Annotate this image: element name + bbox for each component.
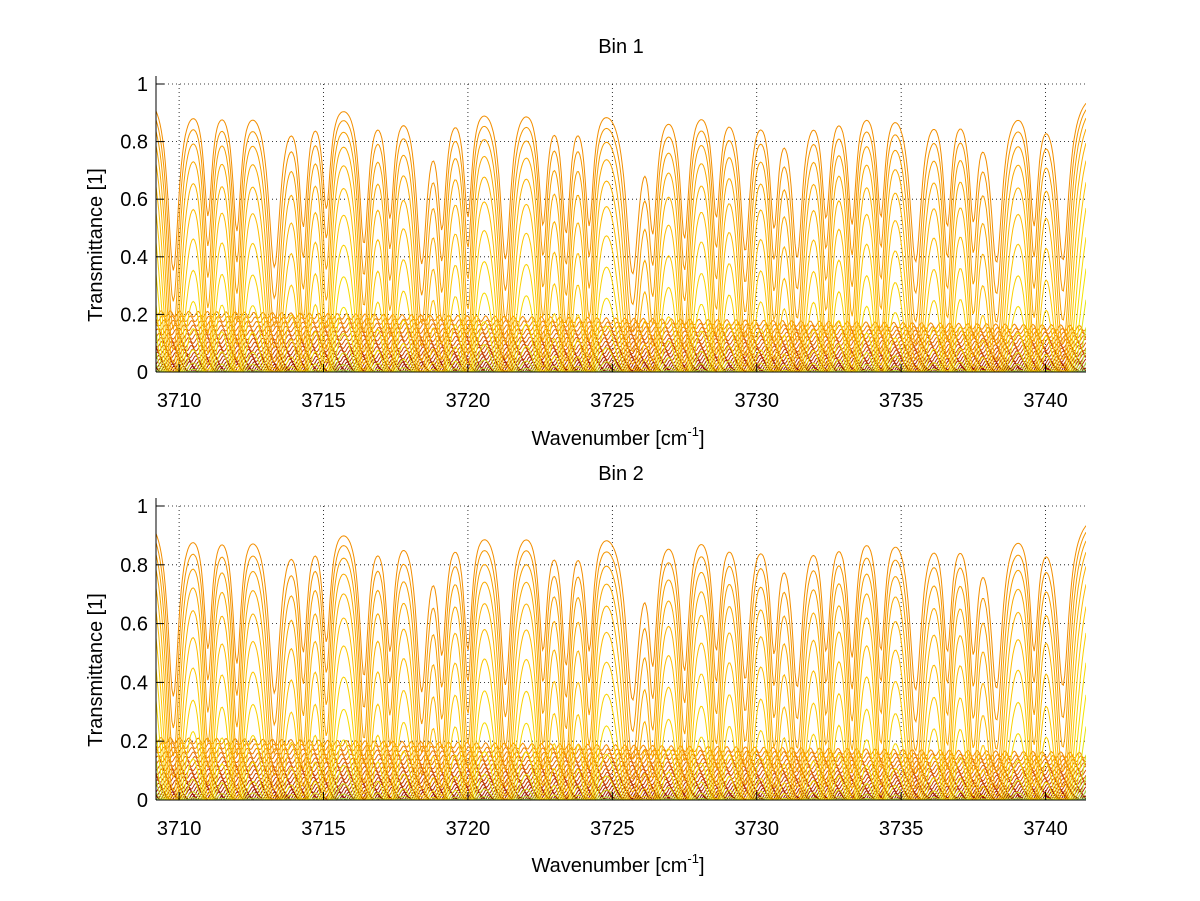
y-tick-label: 0 — [137, 362, 148, 384]
series-line-17 — [156, 741, 1086, 763]
series-line-24 — [156, 584, 1086, 799]
series-line-8 — [156, 779, 1086, 791]
series-line-27 — [156, 662, 1086, 801]
series-line-19 — [156, 103, 1086, 275]
series-line-14 — [156, 755, 1086, 773]
y-tick-label: 1 — [137, 74, 148, 96]
x-tick-label: 3710 — [157, 818, 202, 840]
x-tick-label: 3735 — [879, 818, 924, 840]
x-tick-label: 3715 — [301, 390, 346, 412]
series-line-4 — [156, 363, 1086, 372]
x-tick-label: 3740 — [1023, 390, 1068, 412]
x-tick-label: 3735 — [879, 390, 924, 412]
series-line-11 — [156, 340, 1086, 355]
series-line-27 — [156, 237, 1086, 373]
series-line-14 — [156, 328, 1086, 346]
series-line-20 — [156, 532, 1086, 733]
x-tick-label: 3730 — [734, 818, 779, 840]
y-tick-label: 0.8 — [120, 555, 148, 577]
x-tick-label: 3720 — [446, 818, 491, 840]
series-line-28 — [156, 694, 1086, 801]
series-line-21 — [156, 117, 1086, 333]
x-tick-label: 3740 — [1023, 818, 1068, 840]
chart-panel-1: Bin 1 3710 3715 3720 3725 3730 3735 3740 0 0.2 0.… — [85, 36, 1086, 450]
y-tick-label: 0.4 — [120, 672, 148, 694]
y-axis-label: Transmittance [1] — [85, 593, 107, 747]
series-line-4 — [156, 791, 1086, 800]
y-axis-label: Transmittance [1] — [85, 168, 107, 322]
y-tick-label: 0.8 — [120, 132, 148, 154]
x-axis-label: Wavenumber [cm-1] — [531, 424, 704, 450]
y-tick-label: 0.2 — [120, 304, 148, 326]
y-tick-label: 0.4 — [120, 247, 148, 269]
series-line-24 — [156, 160, 1086, 371]
x-tick-label: 3710 — [157, 390, 202, 412]
x-tick-label: 3730 — [734, 390, 779, 412]
chart-title: Bin 1 — [598, 36, 644, 58]
chart-title: Bin 2 — [598, 463, 644, 485]
x-tick-label: 3725 — [590, 818, 635, 840]
series-line-26 — [156, 207, 1086, 373]
series-line-8 — [156, 351, 1086, 363]
series-line-23 — [156, 142, 1086, 365]
y-tick-label: 1 — [137, 496, 148, 518]
x-tick-label: 3720 — [446, 390, 491, 412]
series-line-28 — [156, 268, 1086, 373]
series-line-22 — [156, 551, 1086, 780]
series-line-22 — [156, 128, 1086, 353]
y-tick-label: 0.2 — [120, 731, 148, 753]
series-line-29 — [156, 299, 1086, 373]
series-line-29 — [156, 726, 1086, 801]
series-line-17 — [156, 314, 1086, 335]
y-tick-label: 0 — [137, 790, 148, 812]
series-line-19 — [156, 525, 1086, 702]
series-line-25 — [156, 606, 1086, 801]
x-tick-label: 3715 — [301, 818, 346, 840]
y-tick-label: 0.6 — [120, 189, 148, 211]
series-line-23 — [156, 566, 1086, 793]
x-tick-label: 3725 — [590, 390, 635, 412]
x-axis-label: Wavenumber [cm-1] — [531, 851, 704, 877]
series-line-11 — [156, 768, 1086, 783]
chart-panel-2: Bin 2 3710 3715 3720 3725 3730 3735 3740 0 0.2 0.… — [85, 463, 1086, 877]
series-line-25 — [156, 182, 1086, 373]
series-line-21 — [156, 540, 1086, 760]
series-line-26 — [156, 632, 1086, 801]
y-tick-label: 0.6 — [120, 614, 148, 636]
series-line-20 — [156, 109, 1086, 306]
